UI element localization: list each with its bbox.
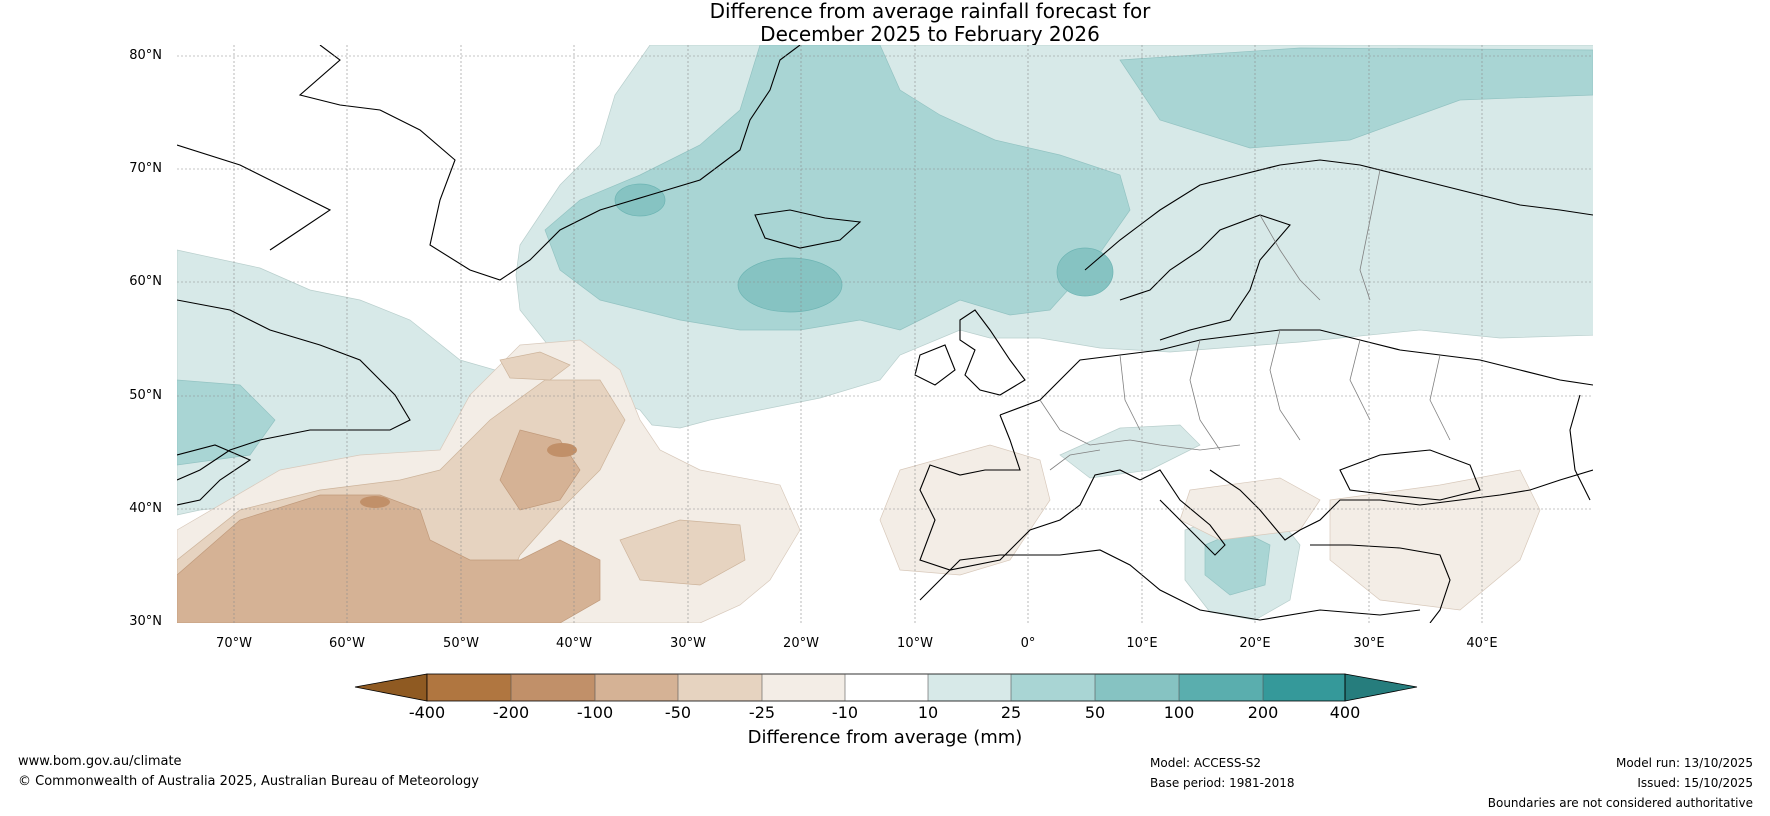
colorbar-bin-11 <box>1263 674 1345 701</box>
moderate-wet-barents <box>1119 47 1593 149</box>
colorbar-bin-3 <box>595 674 678 701</box>
graticule <box>177 45 1593 623</box>
coast-iceland <box>754 209 862 249</box>
colorbar-tick: 50 <box>1084 703 1106 722</box>
coast-black-sea <box>1339 449 1481 501</box>
lat-label-40n: 40°N <box>129 501 162 516</box>
colorbar-arrow-high <box>1344 673 1418 702</box>
colorbar-bin-9 <box>1095 674 1179 701</box>
lon-label-0: 0° <box>1020 636 1036 651</box>
lat-label-80n: 80°N <box>129 48 162 63</box>
colorbar-bin-4 <box>678 674 762 701</box>
copyright-text: © Commonwealth of Australia 2025, Austra… <box>18 774 479 789</box>
lon-label-60w: 60°W <box>329 636 365 651</box>
website-link[interactable]: www.bom.gov.au/climate <box>18 754 182 769</box>
lon-label-70w: 70°W <box>216 636 252 651</box>
issued-text: Issued: 15/10/2025 <box>1637 776 1753 790</box>
colorbar-tick: 100 <box>1163 703 1195 722</box>
colorbar-frame <box>426 673 1346 702</box>
strong-wet-greenland-east <box>614 183 666 217</box>
coast-turkey-south <box>1310 544 1451 623</box>
lon-label-40e: 40°E <box>1466 636 1498 651</box>
title-line-2: December 2025 to February 2026 <box>760 22 1100 46</box>
colorbar-tick: 400 <box>1329 703 1361 722</box>
colorbar-arrow-low <box>354 673 428 702</box>
lon-label-50w: 50°W <box>443 636 479 651</box>
colorbar-bin-2 <box>511 674 595 701</box>
coast-north-africa <box>919 549 1421 621</box>
light-dry-azores <box>619 519 746 586</box>
coast-sweden <box>1119 214 1291 341</box>
strong-wet-iceland <box>737 257 843 313</box>
dry-region-turkey <box>1329 469 1541 611</box>
coast-balkans <box>1209 469 1593 541</box>
lon-label-40w: 40°W <box>556 636 592 651</box>
moderate-dry-atlantic <box>177 494 601 623</box>
colorbar-tick: -100 <box>576 703 614 722</box>
colorbar-tick: 25 <box>1000 703 1022 722</box>
coast-france-iberia <box>919 414 1141 571</box>
colorbar-label: Difference from average (mm) <box>747 727 1023 748</box>
country-borders <box>1039 169 1451 471</box>
colorbar-bin-8 <box>1011 674 1095 701</box>
lon-label-20w: 20°W <box>783 636 819 651</box>
moderate-wet-nova-scotia <box>177 379 276 466</box>
lat-label-70n: 70°N <box>129 161 162 176</box>
coast-britain <box>959 309 1026 396</box>
coast-europe-west <box>999 329 1593 416</box>
colorbar-tick: -200 <box>492 703 530 722</box>
coast-greenland-west <box>177 144 332 251</box>
coast-scandinavia <box>1084 159 1593 271</box>
coast-greenland <box>298 45 801 281</box>
wet-region-baltic <box>1059 424 1201 479</box>
title-line-1: Difference from average rainfall forecas… <box>709 0 1151 23</box>
colorbar-tick: -50 <box>664 703 692 722</box>
lon-label-30w: 30°W <box>670 636 706 651</box>
lon-label-20e: 20°E <box>1239 636 1271 651</box>
colorbar-tick: 200 <box>1247 703 1279 722</box>
lon-label-10e: 10°E <box>1126 636 1158 651</box>
colorbar-tick: -10 <box>831 703 859 722</box>
map-area <box>177 45 1593 623</box>
model-run-text: Model run: 13/10/2025 <box>1615 756 1753 770</box>
colorbar-bin-5 <box>762 674 845 701</box>
model-text: Model: ACCESS-S2 <box>1150 756 1262 770</box>
light-dry-lab-sea <box>499 351 571 381</box>
colorbar-dividers <box>510 674 1264 701</box>
coast-nova-scotia <box>177 444 252 506</box>
strong-dry-midatlantic <box>547 443 577 457</box>
colorbar-bin-10 <box>1179 674 1263 701</box>
disclaimer-text: Boundaries are not considered authoritat… <box>1487 796 1753 810</box>
lat-label-30n: 30°N <box>129 614 162 629</box>
colorbar-bin-6 <box>845 674 928 701</box>
lat-label-60n: 60°N <box>129 274 162 289</box>
colorbar-tick: -25 <box>748 703 776 722</box>
colorbar-bin-1 <box>427 674 511 701</box>
lon-label-10w: 10°W <box>897 636 933 651</box>
chart-title: Difference from average rainfall forecas… <box>0 0 1770 46</box>
strong-wet-norway <box>1056 247 1114 297</box>
dry-region-iberia <box>879 444 1051 576</box>
colorbar-bin-7 <box>928 674 1011 701</box>
coast-caspian-east <box>1569 394 1591 501</box>
lon-label-30e: 30°E <box>1353 636 1385 651</box>
coast-ireland <box>914 344 956 386</box>
coast-italy <box>1139 469 1226 556</box>
colorbar-tick: -400 <box>408 703 446 722</box>
lat-label-50n: 50°N <box>129 388 162 403</box>
coast-labrador <box>177 299 411 481</box>
strong-dry-cape-hatteras <box>360 496 390 508</box>
colorbar-tick: 10 <box>917 703 939 722</box>
colorbar <box>354 673 1418 702</box>
base-period-text: Base period: 1981-2018 <box>1150 776 1295 790</box>
coastlines <box>177 45 1593 623</box>
